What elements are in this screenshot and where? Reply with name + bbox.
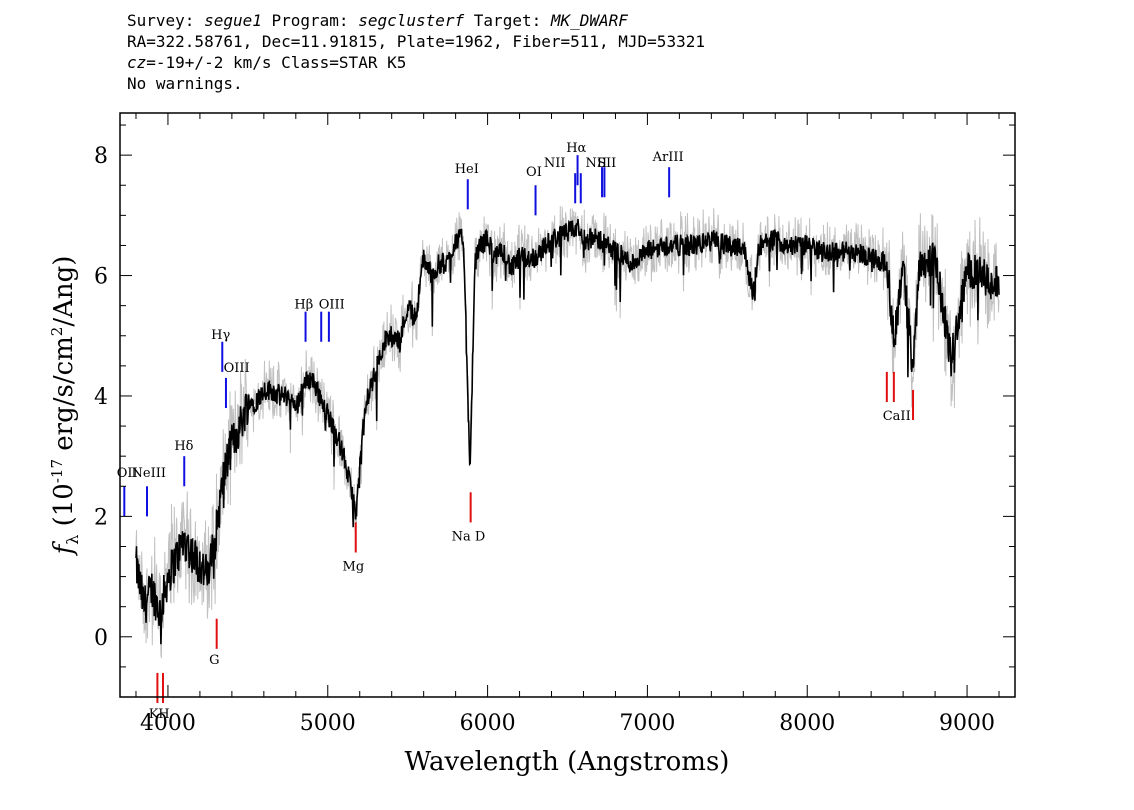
line-label: NII: [585, 156, 607, 171]
line-label: Na D: [452, 529, 486, 544]
header-line-coords: RA=322.58761, Dec=11.91815, Plate=1962, …: [127, 32, 705, 51]
line-label: OIII: [224, 361, 250, 376]
header-line-warnings: No warnings.: [127, 74, 243, 93]
x-axis-title: Wavelength (Angstroms): [405, 747, 730, 777]
x-tick-label: 5000: [300, 711, 356, 736]
line-label: OIII: [319, 298, 345, 313]
line-label: ArIII: [652, 150, 684, 165]
target-label: Target:: [464, 11, 551, 30]
survey-value: segue1: [204, 11, 262, 30]
header-line-redshift: cz=-19+/-2 km/s Class=STAR K5: [127, 52, 705, 73]
cz-value: =-19+/-2: [146, 53, 224, 72]
y-tick-label: 6: [94, 265, 108, 290]
program-label: Program:: [261, 11, 359, 30]
flux-error-series: [135, 205, 1000, 659]
y-tick-label: 4: [94, 385, 108, 410]
line-label: Hγ: [211, 328, 230, 343]
cz-label: cz: [127, 53, 147, 72]
line-label: Hβ: [294, 298, 313, 313]
line-label: Hδ: [174, 439, 193, 454]
line-label: OII: [117, 466, 138, 481]
y-tick-label: 2: [94, 505, 108, 530]
class-text: km/s Class=STAR K5: [223, 53, 407, 72]
axis-ticks: 4000 5000 6000 7000 8000 9000 0 2 4 6 8: [94, 113, 1015, 736]
line-label: NII: [544, 156, 566, 171]
x-tick-label: 9000: [939, 711, 995, 736]
line-label: Hα: [566, 141, 586, 156]
flux-layer: [135, 218, 1000, 645]
line-label: SII: [597, 156, 616, 171]
y-tick-label: 8: [94, 144, 108, 169]
error-band-layer: [135, 205, 1000, 659]
program-value: segclusterf: [358, 11, 465, 30]
y-tick-label: 0: [94, 626, 108, 651]
survey-label: Survey:: [127, 11, 205, 30]
flux-series: [135, 218, 1000, 645]
spectrum-header: Survey: segue1 Program: segclusterf Targ…: [127, 10, 705, 94]
line-label: NeIII: [132, 466, 166, 481]
x-tick-label: 7000: [619, 711, 675, 736]
x-tick-label: 8000: [779, 711, 835, 736]
line-label: H: [158, 707, 169, 722]
line-label: HeI: [455, 162, 479, 177]
line-label: G: [209, 653, 219, 668]
line-label: K: [149, 707, 159, 722]
header-line-survey: Survey: segue1 Program: segclusterf Targ…: [127, 10, 705, 31]
line-label: Mg: [343, 560, 365, 575]
x-tick-label: 6000: [460, 711, 516, 736]
target-value: MK_DWARF: [550, 11, 628, 30]
line-label: OI: [526, 165, 542, 180]
plot-frame: [119, 112, 1016, 698]
x-tick-label: 4000: [140, 711, 196, 736]
line-label: CaII: [883, 409, 911, 424]
y-axis-title: fλ (10-17 erg/s/cm2/Ang): [48, 256, 82, 557]
